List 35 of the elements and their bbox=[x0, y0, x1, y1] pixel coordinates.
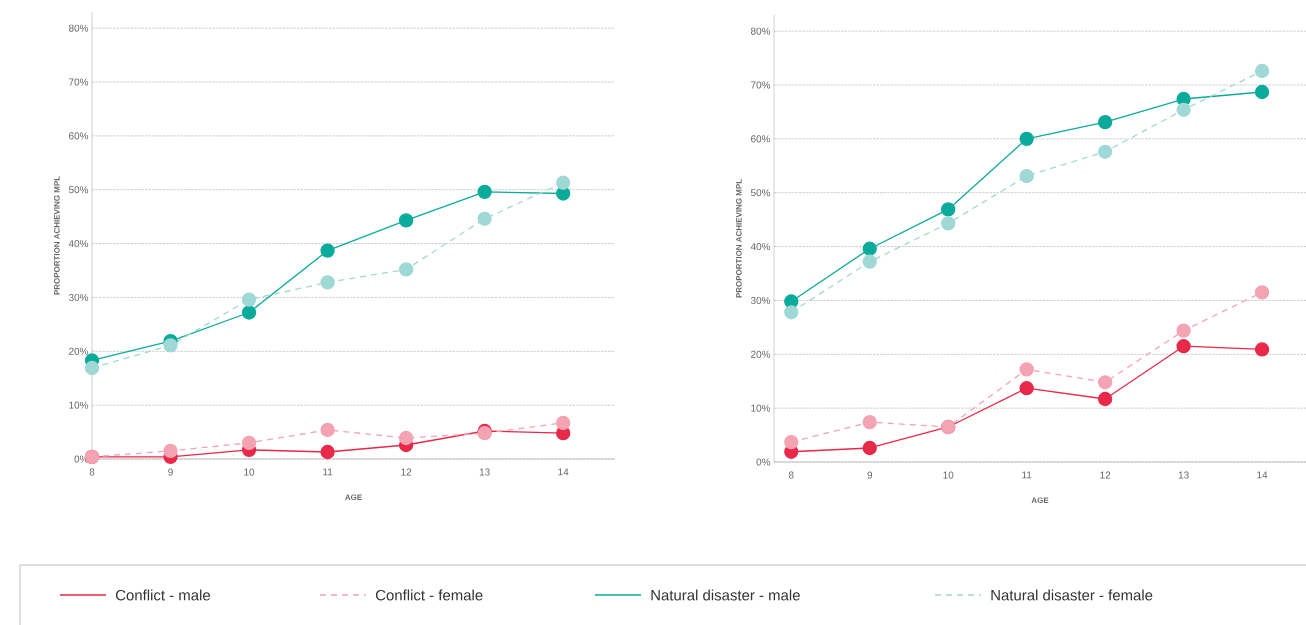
y-tick-label: 70% bbox=[751, 81, 771, 89]
y-tick-label: 20% bbox=[69, 347, 89, 355]
y-tick-label: 30% bbox=[750, 296, 771, 304]
x-tick-label: 11 bbox=[323, 468, 333, 476]
x-tick-label: 10 bbox=[943, 471, 954, 479]
x-tick-label: 13 bbox=[479, 468, 490, 476]
y-tick-label: 60% bbox=[69, 132, 89, 140]
x-tick-label: 10 bbox=[244, 468, 255, 476]
x-tick-label: 8 bbox=[788, 471, 794, 479]
y-tick-label: 40% bbox=[68, 240, 89, 248]
y-tick-label: 10% bbox=[751, 404, 771, 412]
legend-label: Conflict - male bbox=[115, 589, 211, 601]
y-tick-label: 70% bbox=[69, 78, 89, 86]
y-tick-label: 50% bbox=[68, 186, 89, 194]
legend-label: Natural disaster - female bbox=[991, 589, 1153, 601]
x-tick-label: 12 bbox=[401, 468, 412, 476]
x-tick-label: 14 bbox=[558, 468, 569, 476]
x-tick-label: 8 bbox=[89, 468, 95, 476]
y-tick-label: 20% bbox=[751, 350, 771, 358]
y-tick-label: 30% bbox=[68, 293, 89, 301]
x-tick-label: 14 bbox=[1257, 471, 1268, 479]
legend-label: Conflict - female bbox=[375, 589, 483, 601]
y-tick-label: 10% bbox=[69, 401, 89, 409]
x-tick-label: 13 bbox=[1178, 471, 1189, 479]
y-tick-label: 80% bbox=[750, 27, 771, 35]
x-tick-label: 11 bbox=[1022, 471, 1032, 479]
y-tick-label: 50% bbox=[750, 189, 771, 197]
y-tick-label: 0% bbox=[756, 458, 771, 466]
x-tick-label: 12 bbox=[1100, 471, 1111, 479]
y-tick-label: 80% bbox=[68, 24, 89, 32]
x-tick-label: 9 bbox=[168, 468, 173, 476]
x-tick-label: 9 bbox=[867, 471, 873, 479]
y-tick-label: 60% bbox=[751, 135, 771, 143]
y-tick-label: 40% bbox=[750, 243, 771, 251]
legend-label: Natural disaster - male bbox=[651, 589, 800, 601]
